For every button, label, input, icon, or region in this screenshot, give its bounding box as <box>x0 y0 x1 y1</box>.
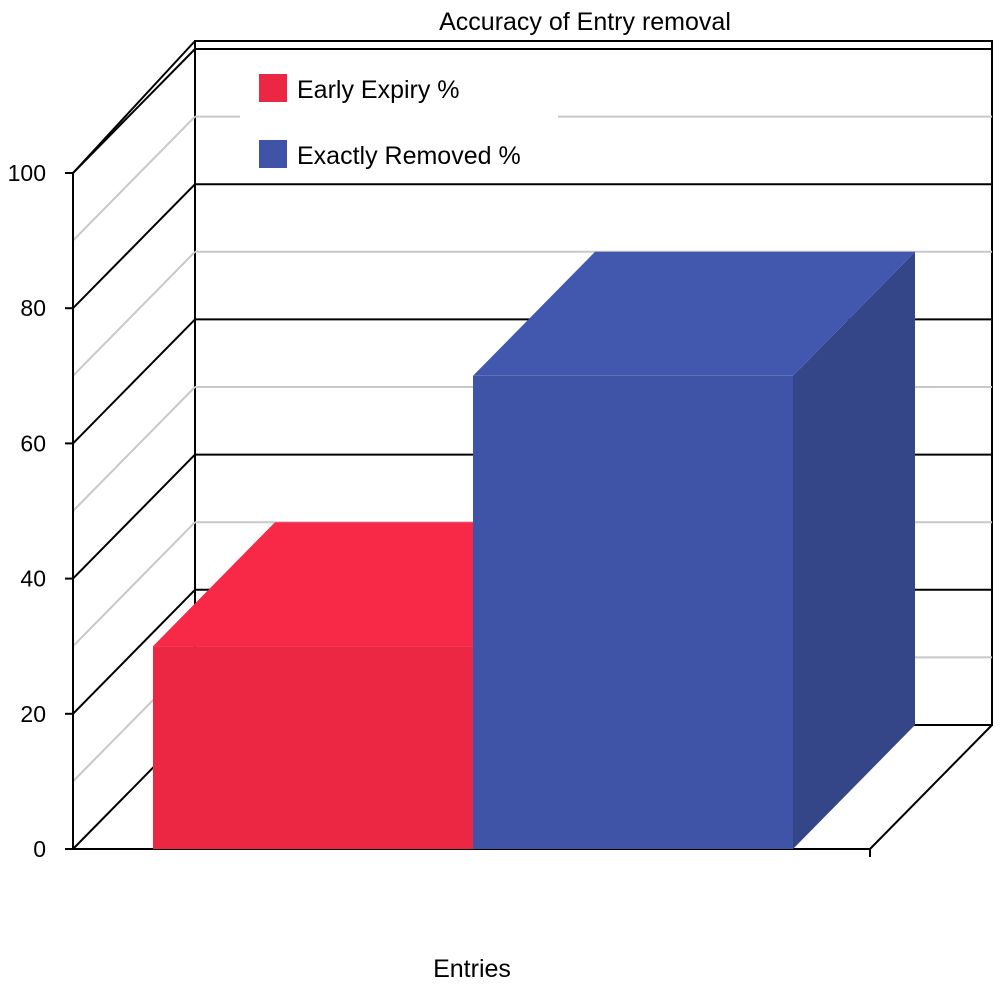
gridline-major-side <box>72 589 196 715</box>
y-tick-label: 40 <box>20 566 46 592</box>
y-axis: 0 20 40 60 80 100 <box>8 160 74 862</box>
y-tick-label: 80 <box>20 295 46 321</box>
y-tick-label: 100 <box>8 160 46 186</box>
bar-side-face <box>793 251 915 850</box>
x-category-label: Entries <box>433 955 511 983</box>
legend-label: Early Expiry % <box>297 76 460 104</box>
legend-swatch <box>259 140 287 168</box>
bars <box>153 251 915 850</box>
legend-box <box>240 62 558 182</box>
gridline-major-side <box>72 453 196 580</box>
gridline-minor-side <box>72 521 196 647</box>
legend-swatch <box>259 74 287 102</box>
gridline-major-side <box>72 183 196 309</box>
chart-title: Accuracy of Entry removal <box>439 8 731 36</box>
floor-right-edge <box>869 724 993 850</box>
y-tick-label: 20 <box>20 701 46 727</box>
gridline-major-side <box>72 318 196 445</box>
bar-front-face <box>473 375 793 849</box>
gridline-minor-side <box>72 386 196 512</box>
y-tick-label: 0 <box>33 836 46 862</box>
gridline-minor-side <box>72 115 196 242</box>
y-tick-label: 60 <box>20 430 46 456</box>
legend-label: Exactly Removed % <box>297 142 521 170</box>
bar-front-face <box>153 646 473 849</box>
bar-top-face <box>473 251 915 376</box>
legend: Early Expiry % Exactly Removed % <box>240 62 558 182</box>
gridline-minor-side <box>72 251 196 377</box>
gridline-major-side <box>72 48 196 174</box>
bar-exactly-removed <box>473 251 915 850</box>
